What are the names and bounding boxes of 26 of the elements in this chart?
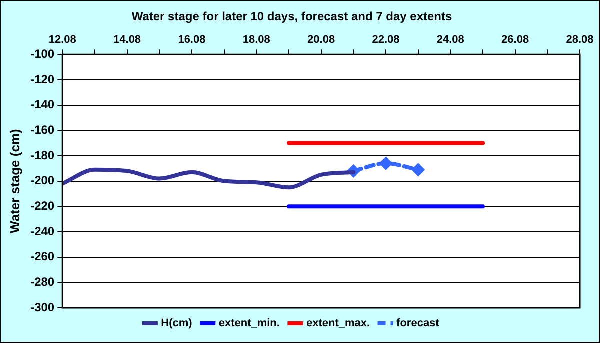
x-tick-label: 16.08 [178, 34, 206, 46]
x-tick-label: 24.08 [436, 34, 464, 46]
x-tick-label: 28.08 [566, 34, 594, 46]
y-tick-label: -120 [30, 72, 55, 86]
y-tick-label: -300 [30, 300, 55, 314]
y-tick-label: -180 [30, 148, 55, 162]
x-tick-label: 18.08 [242, 34, 270, 46]
y-tick-label: -280 [30, 274, 55, 289]
y-axis-title: Water stage (cm) [7, 129, 22, 234]
x-tick-label: 20.08 [308, 34, 336, 46]
y-tick-label: -240 [30, 224, 55, 238]
y-tick-label: -220 [30, 198, 55, 213]
x-tick-label: 14.08 [114, 34, 142, 46]
legend-label: H(cm) [161, 318, 193, 330]
y-tick-label: -160 [30, 122, 55, 137]
x-tick-label: 26.08 [502, 34, 530, 46]
y-tick-label: -200 [30, 174, 55, 188]
legend-label: extent_max. [306, 318, 370, 330]
legend-label: forecast [396, 318, 440, 330]
y-tick-label: -260 [30, 250, 55, 264]
x-tick-label: 12.08 [48, 34, 76, 46]
chart-title: Water stage for later 10 days, forecast and 7 day extents [132, 10, 452, 24]
x-tick-label: 22.08 [372, 34, 400, 46]
y-tick-label: -140 [30, 98, 55, 112]
legend-label: extent_min. [218, 318, 280, 330]
y-tick-label: -100 [30, 46, 55, 61]
